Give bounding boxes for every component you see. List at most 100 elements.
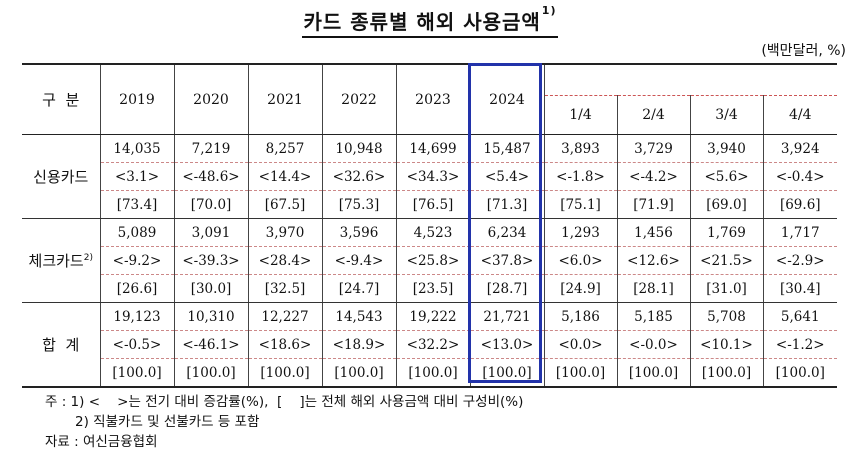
- table-cell: 5,185: [617, 302, 691, 331]
- row-group-label: 체크카드2): [22, 218, 101, 303]
- row-group-footnote-mark: 2): [83, 253, 93, 263]
- table-cell: <32.2>: [396, 330, 471, 359]
- table-cell: [69.6]: [763, 190, 837, 219]
- table-cell: [70.0]: [174, 190, 249, 219]
- table-cell: <34.3>: [396, 162, 471, 191]
- table-row: [73.4] [70.0] [67.5] [75.3] [76.5] [71.3] [75.…: [22, 190, 837, 219]
- table-cell: <-9.4>: [322, 246, 397, 275]
- footnote-2: 2) 직불카드 및 선불카드 등 포함: [45, 414, 260, 430]
- table-cell: 3,091: [174, 218, 249, 247]
- header-quarter-2: 2/4: [617, 95, 691, 135]
- table-cell: <-39.3>: [174, 246, 249, 275]
- table-cell: [73.4]: [100, 190, 175, 219]
- table-cell: <5.4>: [470, 162, 545, 191]
- table-cell: [30.0]: [174, 274, 249, 303]
- table-cell: [100.0]: [617, 358, 691, 388]
- footnotes: 주 : 1) < >는 전기 대비 증감률(%), [ ]는 전체 해외 사용금…: [45, 392, 523, 452]
- table-cell: [100.0]: [100, 358, 175, 388]
- table-cell: 21,721: [470, 302, 545, 331]
- table-cell: <32.6>: [322, 162, 397, 191]
- table-cell: <3.1>: [100, 162, 175, 191]
- table-cell: [28.1]: [617, 274, 691, 303]
- header-quarter-1: 1/4: [544, 95, 618, 135]
- table-cell: <18.9>: [322, 330, 397, 359]
- table-cell: <21.5>: [690, 246, 764, 275]
- row-group-label: 신용카드: [22, 134, 101, 219]
- title-footnote-mark: 1): [541, 4, 557, 17]
- table-row: <3.1> <-48.6> <14.4> <32.6> <34.3> <5.4> <-1.8…: [22, 162, 837, 191]
- table-cell: 5,641: [780, 308, 820, 325]
- table-cell: 3,893: [544, 134, 618, 163]
- table-cell: [100.0]: [470, 358, 545, 388]
- table-cell: 10,948: [322, 134, 397, 163]
- table-cell: 8,257: [248, 134, 323, 163]
- table-cell: 19,222: [396, 302, 471, 331]
- table-cell: [100.0]: [763, 358, 837, 388]
- table-cell: 14,543: [322, 302, 397, 331]
- table-cell: [26.6]: [100, 274, 175, 303]
- table-cell: 14,035: [100, 134, 175, 163]
- table-cell: <-1.2>: [763, 330, 837, 359]
- table-cell: [100.0]: [322, 358, 397, 388]
- table-row: <-9.2> <-39.3> <28.4> <-9.4> <25.8> <37.8> <6.…: [22, 246, 837, 275]
- table-cell: <-1.8>: [544, 162, 618, 191]
- table-cell: 19,123: [100, 302, 175, 331]
- header-year-2023: 2023: [396, 63, 471, 135]
- table-cell: 12,227: [248, 302, 323, 331]
- table-cell: <10.1>: [690, 330, 764, 359]
- table-cell: <-46.1>: [174, 330, 249, 359]
- header-row: 구 분 2019 2020 2021 2022 2023 2024: [22, 63, 837, 135]
- table-cell: 3,729: [617, 134, 691, 163]
- table-cell: <-0.4>: [763, 162, 837, 191]
- table-cell: <-2.9>: [763, 246, 837, 275]
- table-cell: [75.1]: [544, 190, 618, 219]
- table-cell: <25.8>: [396, 246, 471, 275]
- header-year-2022: 2022: [322, 63, 397, 135]
- table-cell: [32.5]: [248, 274, 323, 303]
- table-cell: [31.0]: [690, 274, 764, 303]
- table-cell: <13.0>: [470, 330, 545, 359]
- row-group-name: 신용카드: [33, 168, 89, 186]
- row-group-name: 합 계: [42, 336, 80, 354]
- table-cell: 5,708: [690, 302, 764, 331]
- table-cell: <6.0>: [544, 246, 618, 275]
- table-cell: 3,596: [322, 218, 397, 247]
- header-category: 구 분: [22, 63, 101, 135]
- header-year-2019: 2019: [100, 63, 175, 135]
- table-cell: [67.5]: [248, 190, 323, 219]
- table-cell: [100.0]: [248, 358, 323, 388]
- table-cell: [30.4]: [763, 274, 837, 303]
- table-row: [26.6] [30.0] [32.5] [24.7] [23.5] [28.7] [24.…: [22, 274, 837, 303]
- table-cell: <-0.5>: [100, 330, 175, 359]
- table-cell: 1,769: [690, 218, 764, 247]
- header-quarter-row: 1/4 2/4 3/4 4/4: [22, 95, 837, 135]
- table-cell: 7,219: [174, 134, 249, 163]
- row-group-name: 체크카드: [28, 252, 84, 270]
- table-cell: <14.4>: [248, 162, 323, 191]
- table-cell: 1,717: [780, 224, 820, 241]
- table-cell: [75.3]: [322, 190, 397, 219]
- table-cell: <37.8>: [470, 246, 545, 275]
- table-cell: <-48.6>: [174, 162, 249, 191]
- table-cell: 1,456: [617, 218, 691, 247]
- table-cell: [69.0]: [690, 190, 764, 219]
- table-cell: [76.5]: [396, 190, 471, 219]
- table-row: [100.0] [100.0] [100.0] [100.0] [100.0] [100.…: [22, 358, 837, 388]
- table-cell: [24.7]: [322, 274, 397, 303]
- header-quarter-3: 3/4: [690, 95, 764, 135]
- table-cell: [23.5]: [396, 274, 471, 303]
- table-cell: [100.0]: [396, 358, 471, 388]
- table-cell: <18.6>: [248, 330, 323, 359]
- table-cell: <5.6>: [690, 162, 764, 191]
- table-cell: <12.6>: [617, 246, 691, 275]
- table-cell: [71.3]: [470, 190, 545, 219]
- table-cell: 4,523: [396, 218, 471, 247]
- table-cell: 5,089: [100, 218, 175, 247]
- table-row: 신용카드 14,035 7,219 8,257 10,948 14,699 15,487 3,…: [22, 134, 837, 219]
- table-cell: [24.9]: [544, 274, 618, 303]
- table-cell: <-9.2>: [100, 246, 175, 275]
- table-cell: <-4.2>: [617, 162, 691, 191]
- card-usage-table: 구 분 2019 2020 2021 2022 2023 2024 1/4 2/4 3/4 4/4 신…: [22, 63, 837, 388]
- table-cell: 15,487: [470, 134, 545, 163]
- source-note: 자료 : 여신금융협회: [45, 434, 158, 450]
